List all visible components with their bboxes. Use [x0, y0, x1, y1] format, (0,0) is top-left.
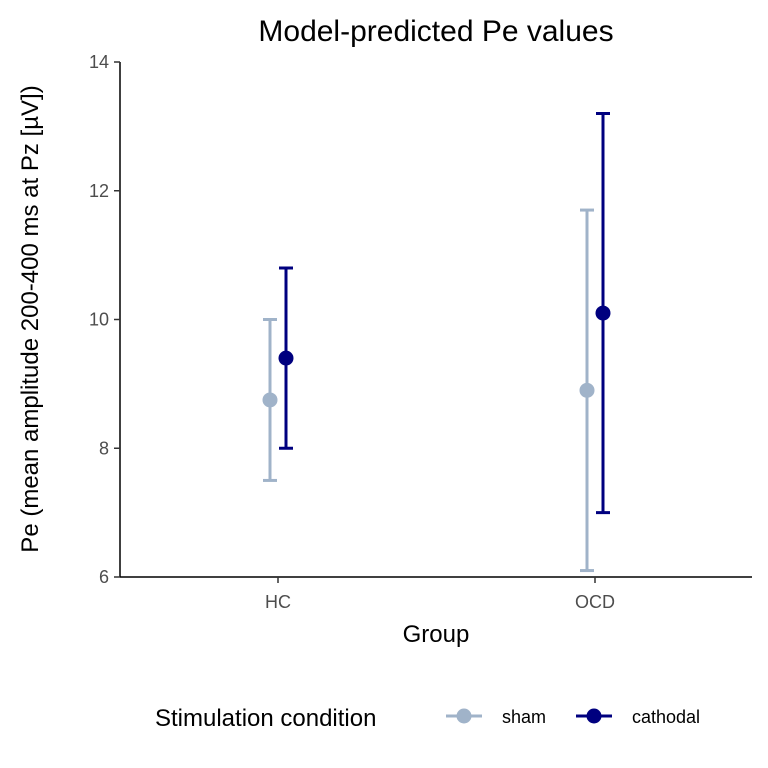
legend-items: sham cathodal [446, 707, 700, 727]
data-point-sham-ocd [579, 382, 595, 398]
series-cathodal [278, 112, 611, 515]
y-axis-title: Pe (mean amplitude 200-400 ms at Pz [µV]… [17, 85, 44, 552]
plot-area [262, 112, 611, 573]
legend-key-point [456, 708, 472, 724]
x-tick-label-hc: HC [265, 592, 291, 612]
x-tick-label-ocd: OCD [575, 592, 615, 612]
y-tick-label: 8 [99, 438, 109, 458]
series-sham [262, 208, 595, 573]
y-axis-ticks: 6 8 10 12 14 [89, 52, 120, 587]
data-point-cathodal-ocd [595, 305, 611, 321]
y-tick-label: 14 [89, 52, 109, 72]
legend: Stimulation condition sham cathodal [155, 705, 700, 732]
data-point-cathodal-hc [278, 350, 294, 366]
legend-item-sham: sham [446, 707, 546, 727]
legend-label: sham [502, 707, 546, 727]
legend-title: Stimulation condition [155, 705, 376, 732]
legend-label: cathodal [632, 707, 700, 727]
y-tick-label: 6 [99, 567, 109, 587]
data-point-sham-hc [262, 392, 278, 408]
legend-key-point [586, 708, 602, 724]
x-axis-ticks: HC OCD [265, 577, 615, 612]
chart-title: Model-predicted Pe values [258, 15, 613, 48]
y-tick-label: 12 [89, 181, 109, 201]
y-tick-label: 10 [89, 310, 109, 330]
x-axis-title: Group [403, 621, 470, 648]
legend-item-cathodal: cathodal [576, 707, 700, 727]
